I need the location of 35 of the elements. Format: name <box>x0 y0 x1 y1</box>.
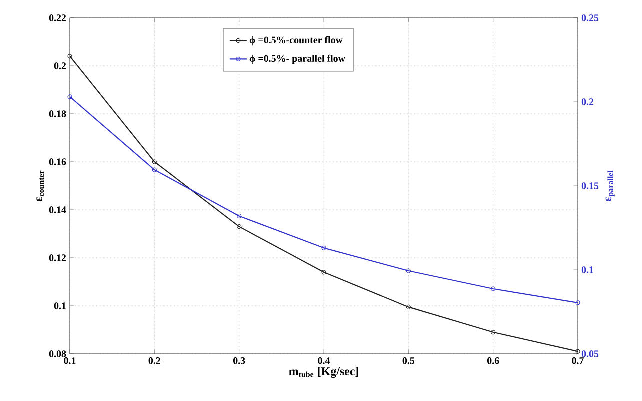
y-tick-label: 0.08 <box>49 350 66 358</box>
y-tick-label: 0.18 <box>49 110 66 118</box>
y-axis-title: ε$_{counter}$ <box>36 170 44 202</box>
y-tick-label: 0.1 <box>54 302 66 310</box>
point <box>152 160 157 164</box>
y-tick-label: 0.2 <box>54 62 66 70</box>
legend-label: ϕ =0.5%- parallel flow <box>250 54 346 64</box>
y2-tick-label: 0.15 <box>582 182 599 190</box>
y2-axis-title: ε$_{parallel}$ <box>606 170 615 202</box>
y2-tick-label: 0.2 <box>582 98 594 106</box>
x-axis-title: m$_{tube}$ [Kg/sec] <box>289 367 358 378</box>
legend-label: ϕ =0.5%-counter flow <box>250 36 343 46</box>
y2-tick-label: 0.1 <box>582 266 594 274</box>
point <box>322 270 326 275</box>
point <box>406 268 411 274</box>
x-tick-label: 0.4 <box>318 358 330 364</box>
point <box>237 214 242 219</box>
x-tick-label: 0.6 <box>487 358 500 364</box>
point <box>322 246 326 250</box>
point <box>491 330 496 335</box>
y-tick-label: 0.22 <box>49 14 66 22</box>
x-tick-label: 0.2 <box>148 358 160 364</box>
x-tick-label: 0.7 <box>572 358 584 364</box>
point <box>152 168 157 172</box>
x-tick-label: 0.3 <box>233 358 246 364</box>
point <box>237 224 242 230</box>
y-tick-label: 0.12 <box>49 254 66 262</box>
x-tick-label: 0.1 <box>64 358 76 364</box>
y2-tick-label: 0.25 <box>582 14 599 22</box>
y2-tick-label: 0.05 <box>582 350 599 358</box>
y-tick-label: 0.14 <box>49 206 66 214</box>
point <box>406 304 411 310</box>
y-tick-label: 0.16 <box>49 158 66 166</box>
point <box>491 286 496 292</box>
x-tick-label: 0.5 <box>402 358 415 364</box>
